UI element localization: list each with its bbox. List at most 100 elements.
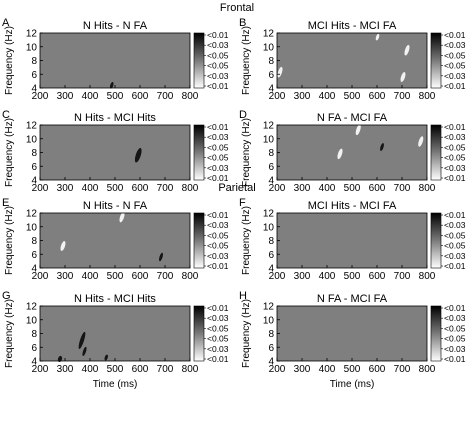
heatmap-background [40, 306, 190, 361]
x-tick-label: 700 [394, 364, 411, 375]
colorbar [430, 124, 442, 181]
heatmap-background [40, 125, 190, 180]
panel-letter: E [2, 197, 9, 209]
x-tick-label: 200 [269, 183, 286, 194]
x-tick-label: 700 [157, 364, 174, 375]
panel-title: MCI Hits - MCI FA [308, 200, 397, 212]
significance-blob [355, 124, 361, 136]
y-tick-label: 6 [268, 70, 274, 81]
x-tick-label: 500 [344, 183, 361, 194]
panel-c: C N Hits - MCI Hits 4 6 8 10 12 200 300 400 500 600… [2, 109, 229, 194]
panel-letter: H [239, 290, 247, 302]
x-tick-label: 400 [319, 183, 336, 194]
significance-blob [380, 143, 384, 151]
y-tick-label: 6 [31, 162, 37, 173]
x-tick-label: 400 [82, 271, 99, 282]
x-tick-label: 700 [157, 91, 174, 102]
colorbar-tick-label: <0.05 [207, 241, 229, 251]
x-axis-label: Time (ms) [93, 379, 138, 390]
y-tick-label: 12 [26, 302, 38, 313]
x-tick-label: 800 [182, 364, 199, 375]
panels: A N Hits - N FA 4 6 8 10 12 200 300 400 500 600 700 8… [2, 17, 466, 390]
x-tick-label: 600 [369, 271, 386, 282]
x-tick-label: 400 [319, 91, 336, 102]
significance-blob [159, 252, 163, 262]
y-axis-label: Frequency (Hz) [4, 26, 15, 95]
colorbar [430, 212, 442, 269]
significance-blob [109, 81, 114, 89]
x-tick-label: 700 [157, 271, 174, 282]
y-tick-label: 4 [268, 84, 274, 95]
x-tick-label: 500 [107, 183, 124, 194]
panel-letter: B [239, 17, 246, 29]
x-tick-label: 300 [57, 271, 74, 282]
y-axis-label: Frequency (Hz) [241, 118, 252, 187]
panel-f: F MCI Hits - MCI FA 4 6 8 10 12 200 300 400 500 600… [239, 197, 466, 282]
y-tick-label: 4 [31, 84, 37, 95]
y-tick-label: 10 [263, 42, 275, 53]
x-tick-label: 700 [157, 183, 174, 194]
x-tick-label: 600 [369, 364, 386, 375]
colorbar-tick-label: <0.01 [444, 210, 466, 220]
significance-blob [337, 148, 343, 160]
y-tick-label: 10 [26, 42, 38, 53]
x-tick-label: 400 [82, 91, 99, 102]
colorbar-tick-label: <0.03 [444, 132, 466, 142]
colorbar-tick-label: <0.05 [207, 142, 229, 152]
colorbar-tick-label: <0.03 [444, 251, 466, 261]
x-tick-label: 500 [344, 91, 361, 102]
y-tick-label: 10 [26, 315, 38, 326]
colorbar-tick-label: <0.03 [444, 163, 466, 173]
y-tick-label: 10 [26, 222, 38, 233]
panel-title: N FA - MCI FA [317, 112, 388, 124]
y-tick-label: 4 [31, 357, 37, 368]
significance-blob [375, 33, 380, 41]
x-tick-label: 600 [132, 91, 149, 102]
panel-title: N Hits - N FA [83, 20, 148, 32]
panel-title: N Hits - N FA [83, 200, 148, 212]
section-label-frontal: Frontal [220, 2, 254, 14]
panel-h: H N FA - MCI FA 4 6 8 10 12 200 300 400 500 600 700 8… [239, 290, 466, 390]
y-tick-label: 12 [263, 29, 275, 40]
colorbar-tick-label: <0.05 [207, 230, 229, 240]
x-tick-label: 600 [132, 271, 149, 282]
colorbar-tick-label: <0.05 [444, 323, 466, 333]
y-axis-label: Frequency (Hz) [4, 299, 15, 368]
x-tick-label: 400 [82, 364, 99, 375]
colorbar-tick-label: <0.01 [444, 261, 466, 271]
y-tick-label: 6 [268, 250, 274, 261]
panel-letter: G [2, 290, 11, 302]
colorbar-tick-label: <0.05 [444, 61, 466, 71]
x-tick-label: 300 [57, 91, 74, 102]
colorbar-tick-label: <0.01 [207, 354, 229, 364]
panel-g: G N Hits - MCI Hits 4 6 8 10 12 200 300 400 500 600… [2, 290, 229, 390]
colorbar-tick-label: <0.05 [444, 241, 466, 251]
x-tick-label: 800 [419, 91, 436, 102]
y-tick-label: 4 [268, 176, 274, 187]
x-tick-label: 600 [369, 91, 386, 102]
significance-blob [119, 211, 125, 223]
significance-blob [82, 346, 87, 356]
y-tick-label: 8 [31, 329, 37, 340]
x-tick-label: 800 [419, 183, 436, 194]
x-tick-label: 500 [107, 364, 124, 375]
heatmap-background [277, 306, 427, 361]
colorbar-tick-label: <0.03 [444, 220, 466, 230]
x-tick-label: 200 [32, 91, 49, 102]
panel-title: N Hits - MCI Hits [74, 112, 156, 124]
y-tick-label: 8 [268, 329, 274, 340]
y-axis-label: Frequency (Hz) [241, 299, 252, 368]
x-tick-label: 400 [319, 271, 336, 282]
x-tick-label: 200 [269, 364, 286, 375]
y-tick-label: 10 [263, 134, 275, 145]
y-tick-label: 4 [31, 176, 37, 187]
y-tick-label: 10 [263, 222, 275, 233]
colorbar-tick-label: <0.03 [207, 313, 229, 323]
colorbar-tick-label: <0.03 [444, 313, 466, 323]
x-tick-label: 500 [107, 91, 124, 102]
x-tick-label: 700 [394, 91, 411, 102]
x-tick-label: 500 [344, 364, 361, 375]
y-tick-label: 4 [268, 357, 274, 368]
colorbar-tick-label: <0.01 [207, 210, 229, 220]
